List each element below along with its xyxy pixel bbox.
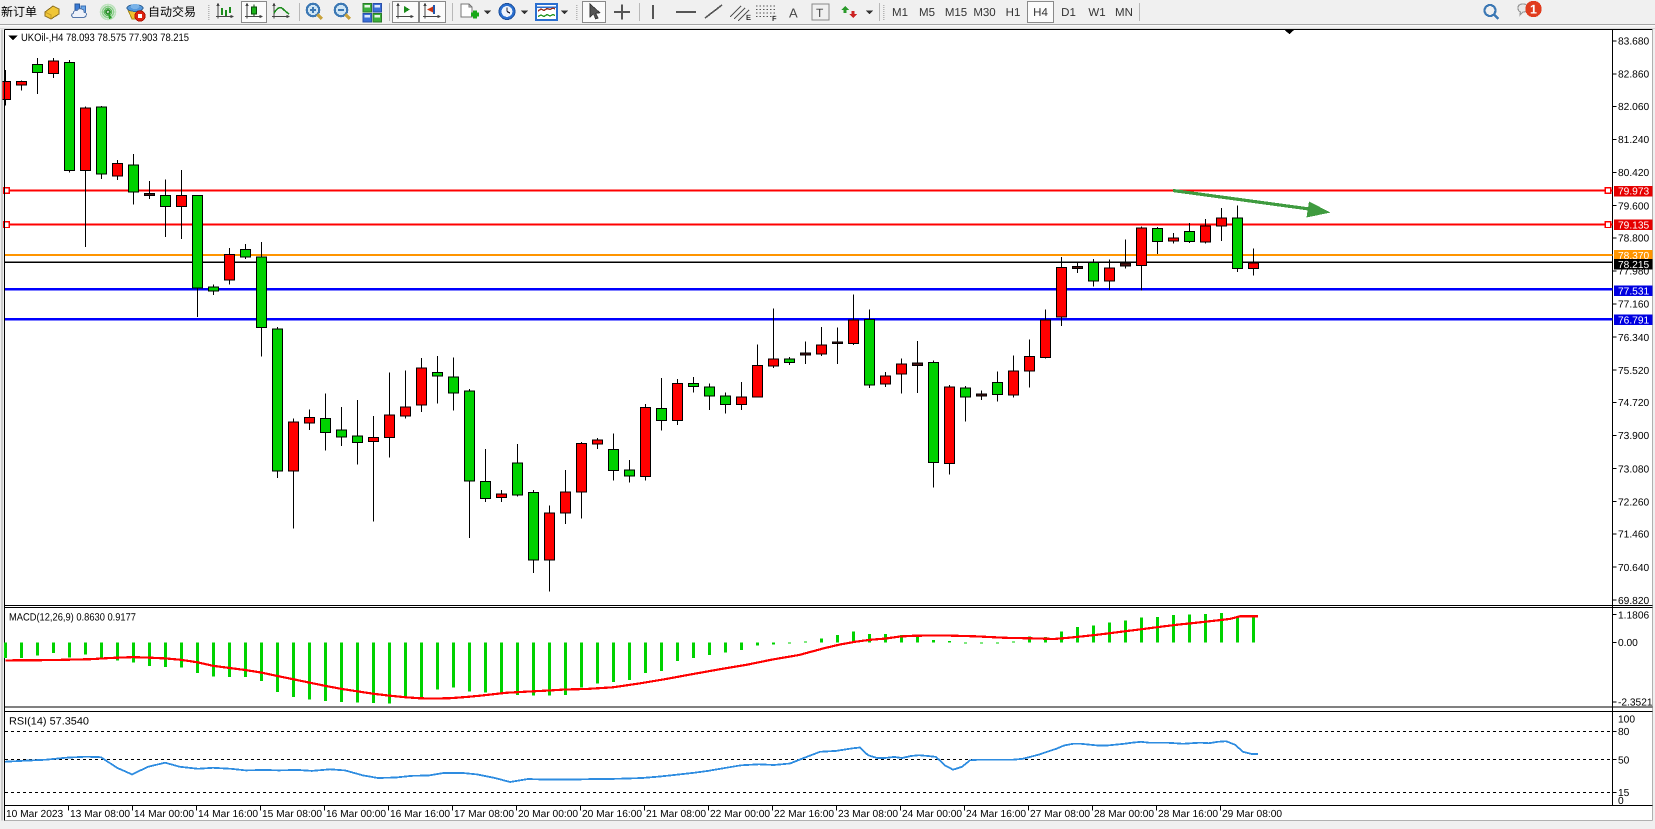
svg-text:75.520: 75.520 — [1618, 366, 1649, 377]
svg-text:MN: MN — [1115, 7, 1133, 19]
svg-text:73.080: 73.080 — [1618, 464, 1649, 475]
svg-text:1: 1 — [1530, 3, 1537, 17]
svg-text:71.460: 71.460 — [1618, 530, 1649, 541]
svg-text:73.900: 73.900 — [1618, 431, 1649, 442]
svg-text:82.060: 82.060 — [1618, 102, 1649, 113]
svg-text:76.791: 76.791 — [1618, 316, 1649, 327]
svg-text:0: 0 — [1618, 796, 1624, 807]
svg-text:20 Mar 16:00: 20 Mar 16:00 — [582, 809, 642, 820]
svg-text:15: 15 — [1618, 788, 1630, 799]
svg-text:78.370: 78.370 — [1618, 251, 1649, 262]
svg-text:16 Mar 16:00: 16 Mar 16:00 — [390, 809, 450, 820]
svg-text:D1: D1 — [1061, 7, 1076, 19]
svg-text:T: T — [816, 6, 824, 20]
svg-text:H1: H1 — [1006, 7, 1021, 19]
svg-text:69.820: 69.820 — [1618, 596, 1649, 607]
svg-text:24 Mar 16:00: 24 Mar 16:00 — [966, 809, 1026, 820]
svg-text:80: 80 — [1618, 727, 1630, 738]
svg-text:M1: M1 — [892, 7, 908, 19]
svg-text:82.860: 82.860 — [1618, 70, 1649, 81]
svg-text:E: E — [746, 13, 751, 22]
svg-text:14 Mar 16:00: 14 Mar 16:00 — [198, 809, 258, 820]
svg-text:F: F — [772, 14, 777, 23]
svg-text:74.720: 74.720 — [1618, 398, 1649, 409]
svg-text:15 Mar 08:00: 15 Mar 08:00 — [262, 809, 322, 820]
svg-text:77.531: 77.531 — [1618, 286, 1649, 297]
svg-text:83.680: 83.680 — [1618, 37, 1649, 48]
svg-text:77.160: 77.160 — [1618, 300, 1649, 311]
svg-text:28 Mar 00:00: 28 Mar 00:00 — [1094, 809, 1154, 820]
svg-text:M30: M30 — [973, 7, 995, 19]
svg-text:UKOil-,H4 78.093 78.575 77.90: UKOil-,H4 78.093 78.575 77.903 78.215 — [21, 32, 189, 44]
svg-text:27 Mar 08:00: 27 Mar 08:00 — [1030, 809, 1090, 820]
svg-text:28 Mar 16:00: 28 Mar 16:00 — [1158, 809, 1218, 820]
svg-text:20 Mar 00:00: 20 Mar 00:00 — [518, 809, 578, 820]
svg-text:W1: W1 — [1088, 7, 1105, 19]
svg-text:23 Mar 08:00: 23 Mar 08:00 — [838, 809, 898, 820]
svg-text:14 Mar 00:00: 14 Mar 00:00 — [134, 809, 194, 820]
svg-text:77.980: 77.980 — [1618, 267, 1649, 278]
svg-text:50: 50 — [1618, 755, 1630, 766]
svg-text:H4: H4 — [1033, 7, 1048, 19]
svg-text:16 Mar 00:00: 16 Mar 00:00 — [326, 809, 386, 820]
svg-text:RSI(14) 57.3540: RSI(14) 57.3540 — [9, 716, 89, 728]
svg-text:100: 100 — [1618, 715, 1635, 726]
svg-text:22 Mar 16:00: 22 Mar 16:00 — [774, 809, 834, 820]
svg-text:81.240: 81.240 — [1618, 135, 1649, 146]
svg-text:78.215: 78.215 — [1618, 260, 1649, 271]
svg-text:21 Mar 08:00: 21 Mar 08:00 — [646, 809, 706, 820]
svg-text:10 Mar 2023: 10 Mar 2023 — [6, 809, 64, 820]
svg-text:新订单: 新订单 — [1, 5, 37, 19]
svg-text:79.135: 79.135 — [1618, 221, 1649, 232]
svg-text:29 Mar 08:00: 29 Mar 08:00 — [1222, 809, 1282, 820]
svg-text:A: A — [789, 6, 798, 21]
svg-text:79.973: 79.973 — [1618, 187, 1649, 198]
svg-text:1.1806: 1.1806 — [1618, 610, 1649, 621]
svg-text:76.340: 76.340 — [1618, 333, 1649, 344]
svg-text:78.800: 78.800 — [1618, 234, 1649, 245]
svg-text:M15: M15 — [945, 7, 967, 19]
svg-text:24 Mar 00:00: 24 Mar 00:00 — [902, 809, 962, 820]
svg-text:MACD(12,26,9) 0.8630 0.9177: MACD(12,26,9) 0.8630 0.9177 — [9, 612, 136, 624]
svg-text:-2.3521: -2.3521 — [1618, 698, 1653, 709]
svg-text:17 Mar 08:00: 17 Mar 08:00 — [454, 809, 514, 820]
svg-text:0.00: 0.00 — [1618, 638, 1638, 649]
svg-text:72.260: 72.260 — [1618, 497, 1649, 508]
svg-text:13 Mar 08:00: 13 Mar 08:00 — [70, 809, 130, 820]
svg-text:79.600: 79.600 — [1618, 201, 1649, 212]
svg-text:80.420: 80.420 — [1618, 168, 1649, 179]
svg-text:22 Mar 00:00: 22 Mar 00:00 — [710, 809, 770, 820]
svg-text:M5: M5 — [919, 7, 935, 19]
svg-text:70.640: 70.640 — [1618, 563, 1649, 574]
svg-text:自动交易: 自动交易 — [148, 5, 196, 19]
